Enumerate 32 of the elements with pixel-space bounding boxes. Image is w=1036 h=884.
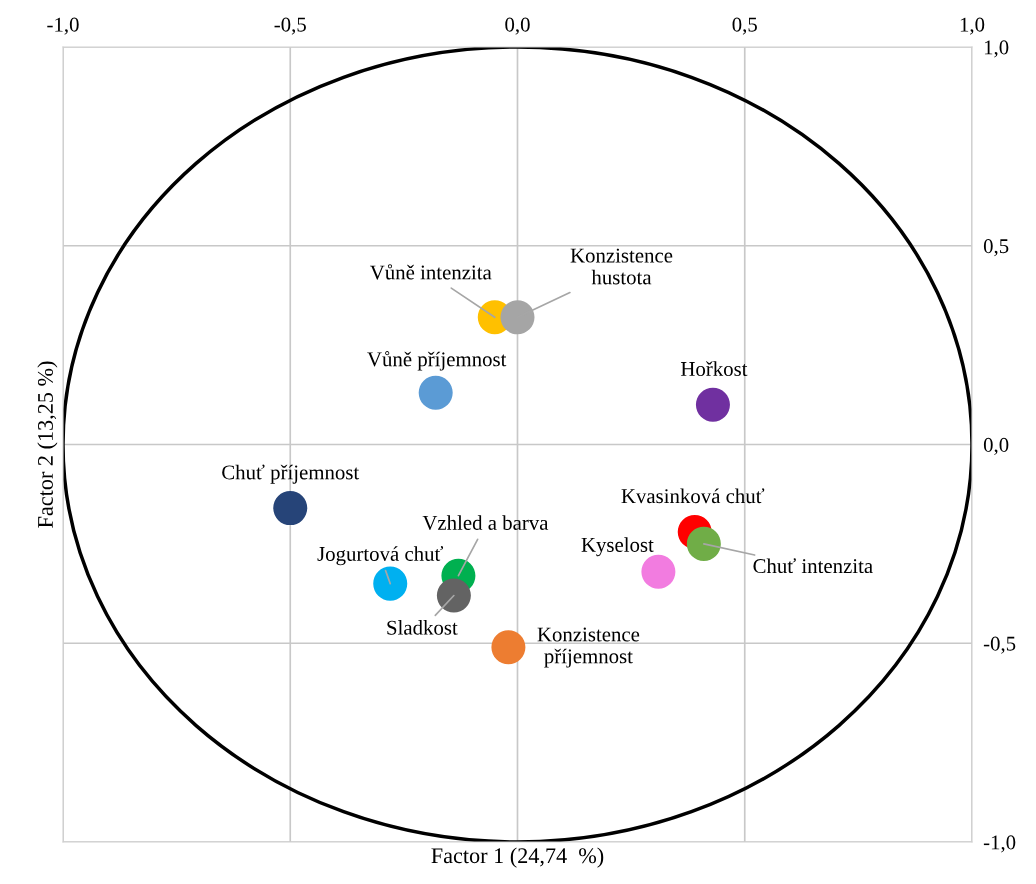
series-label: Chuť příjemnost (222, 464, 360, 484)
point (436, 578, 471, 613)
series-label: Vůně intenzita (369, 264, 492, 280)
text: Konzistence hustota (570, 248, 673, 285)
point (273, 491, 308, 526)
series-label: Kvasinková chuť (621, 488, 765, 504)
point (491, 630, 526, 665)
y-tick-label: 0,0 (983, 437, 1009, 455)
x-axis-title: Factor 1 (24,74 %) (431, 847, 604, 868)
y-tick-label: 1,0 (984, 40, 1009, 58)
point (686, 526, 721, 561)
series-label: Vzhled a barva (422, 515, 549, 530)
series-label: Hořkost (680, 361, 748, 376)
x-tick-label: -1,0 (47, 17, 79, 35)
series-label: Vůně příjemnost (367, 351, 507, 371)
x-tick-label: 0,0 (505, 17, 530, 35)
series-label: Konzistence příjemnost (537, 627, 640, 668)
point (418, 375, 453, 410)
x-tick-label: -0,5 (274, 17, 306, 35)
x-tick-label: 0,5 (732, 17, 757, 35)
point (500, 300, 535, 335)
point (373, 566, 408, 601)
x-tick-label: 1,0 (960, 17, 985, 35)
series-label: Sladkost (387, 620, 458, 635)
y-tick-label: -0,5 (983, 636, 1016, 654)
series-label: Jogurtová chuť (317, 546, 444, 566)
y-axis-title: Factor 2 (13,25 %) (37, 361, 58, 528)
series-label: Kyselost (581, 537, 654, 557)
point (695, 387, 730, 422)
y-tick-label: -1,0 (983, 835, 1016, 853)
y-tick-label: 0,5 (983, 239, 1009, 257)
series-label: Chuť intenzita (753, 558, 873, 574)
